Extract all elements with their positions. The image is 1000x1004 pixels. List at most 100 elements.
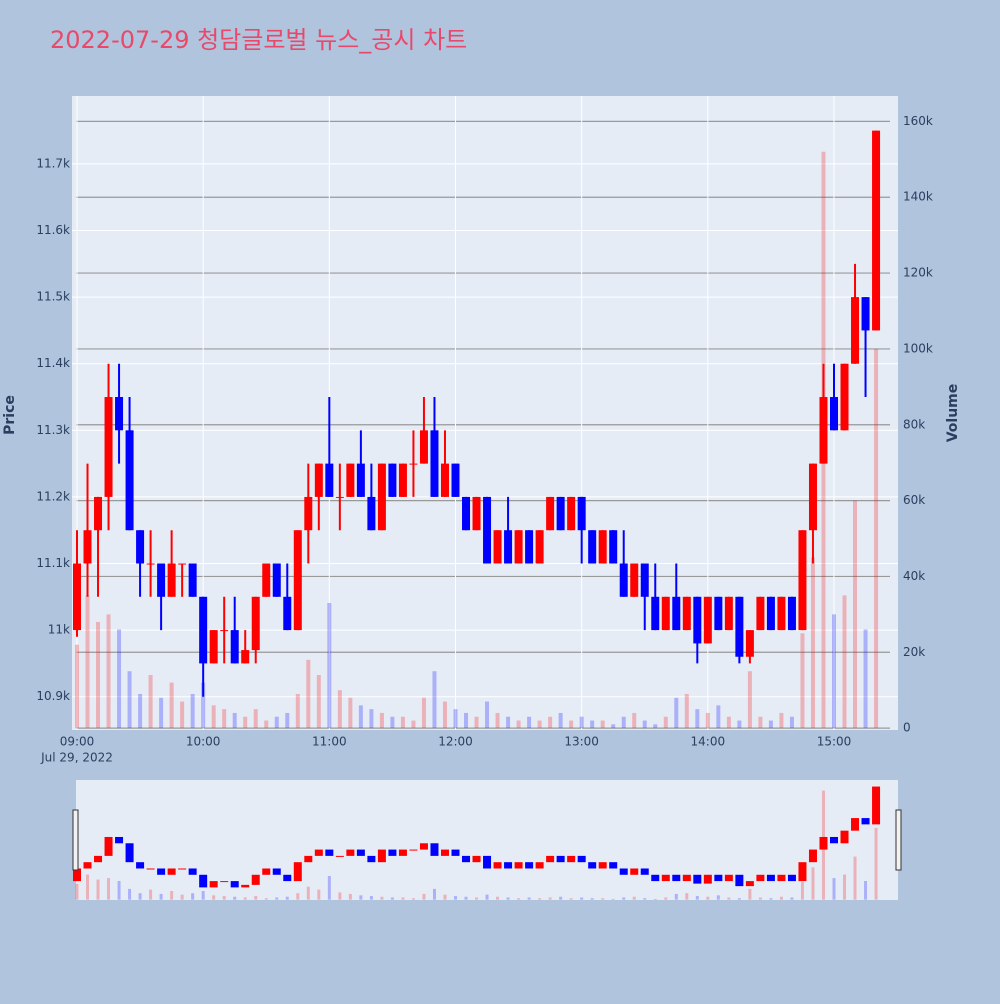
mini-volume-bar [317,889,321,900]
mini-candle [493,862,502,869]
mini-volume-bar [800,881,804,900]
mini-candle [525,862,534,869]
mini-candle [693,874,702,884]
volume-bar [85,595,90,729]
mini-candle [619,868,628,875]
mini-volume-bar [864,880,868,900]
volume-bar [243,716,248,729]
grid: 10.9k 11k 11.1k 11.2k 11.3k 11.4k 11.5k 11.6k 11… [36,96,933,749]
candle-body [304,496,313,531]
volume-bar [495,712,500,729]
mini-volume-bar [758,897,762,900]
volume-bar [180,701,185,729]
volume-bar [747,671,752,729]
mini-candle [293,862,302,882]
volume-bar [400,716,405,729]
mini-candle [756,874,765,882]
candle-body [840,363,849,431]
candle-body [682,596,691,631]
mini-volume-bar [580,897,584,900]
mini-volume-bar [506,897,510,900]
x-tick-label: 13:00 [564,735,599,749]
mini-volume-bar [569,898,573,900]
mini-candle [178,868,187,870]
mini-volume-bar [611,898,615,900]
y-tick-label: 10.9k [36,689,70,703]
mini-candle [483,855,492,869]
volume-bar [832,614,836,729]
candle-body [861,297,870,331]
candle-body [588,530,597,564]
volume-bar [453,709,458,729]
mini-volume-bar [180,894,184,900]
mini-volume-bar [306,886,310,900]
y2-tick-label: 0 [903,721,911,735]
candle-body [830,397,838,431]
volume-bar [485,701,490,729]
mini-volume-bar [664,897,668,900]
mini-volume-bar [695,896,699,900]
candle-body [293,530,302,631]
mini-candle [798,862,807,882]
mini-volume-bar [285,896,289,900]
range-handle-right[interactable] [895,809,902,871]
volume-bar [516,720,521,729]
x-tick-label: 14:00 [691,735,726,749]
volume-bar [274,716,279,729]
x-date-label: Jul 29, 2022 [40,751,113,765]
candle-body [125,430,134,531]
candle-body [188,563,197,597]
candle-body [377,463,386,531]
mini-candle [556,855,565,863]
candle-body [609,530,618,564]
y-tick-label: 11.2k [36,489,70,503]
mini-volume-bar [475,897,479,900]
mini-volume-bar [653,898,657,900]
mini-volume-bar [201,891,205,900]
volume-bar [117,629,122,729]
mini-candle [808,849,817,863]
mini-volume-bar [411,898,415,900]
volume-bar [148,675,153,729]
volume-bar [506,716,511,729]
candle-body [398,463,407,497]
mini-candle [598,862,607,869]
mini-volume-bar [128,888,132,900]
mini-volume-bar [643,898,647,900]
mini-volume-bar [622,897,626,900]
candle-body [535,530,544,564]
y2-tick-label: 80k [903,417,925,431]
candle-body [672,596,681,631]
candle-body [230,630,239,664]
mini-volume-bar [853,856,857,900]
mini-candle [672,874,681,882]
mini-candle [272,868,281,875]
volume-bar [758,716,763,729]
volume-bar [737,720,742,729]
candle-body [440,463,449,497]
volume-bar [863,629,868,729]
y2-tick-label: 40k [903,569,925,583]
mini-candle [714,874,723,882]
mini-volume-bar [874,827,878,900]
mini-candle [157,868,166,875]
volume-bar [590,720,595,729]
mini-candle [335,855,344,857]
volume-bar [222,709,227,729]
range-handle-left[interactable] [72,809,79,871]
volume-bar [369,709,374,729]
volume-bar [537,720,542,729]
mini-candle [735,874,744,887]
mini-candle [83,862,92,869]
volume-bar [169,682,174,729]
mini-volume-bar [601,898,605,900]
volume-bar [201,682,206,729]
candle-body [872,130,881,331]
volume-bar [621,716,626,729]
candle-body [630,563,639,597]
mini-candle [577,855,586,863]
candle-body [693,596,702,644]
mini-candle [787,874,796,882]
mini-candle [682,874,691,882]
x-tick-label: 09:00 [60,735,95,749]
